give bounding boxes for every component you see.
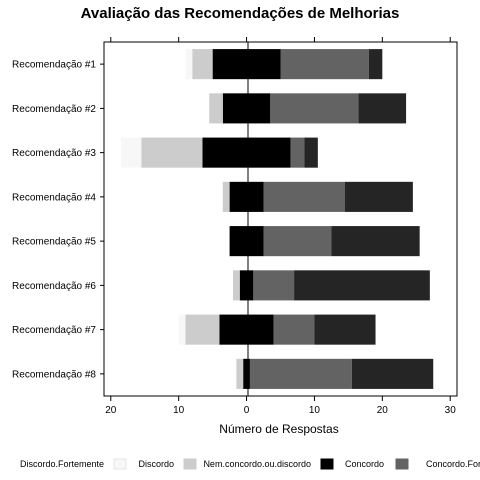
bar-discordo-7 bbox=[185, 314, 220, 345]
legend-swatch-3 bbox=[320, 458, 334, 470]
bar-nem-concordo-ou-discordo-4 bbox=[229, 181, 264, 212]
legend: Discordo.Fortemente Discordo Nem.concordo.… bbox=[20, 458, 480, 470]
bar-discordo-1 bbox=[192, 49, 213, 80]
bar-concordo-fortemente-3 bbox=[304, 137, 318, 168]
legend-label-2: Discordo bbox=[138, 459, 174, 469]
bar-discordo-fortemente-1 bbox=[185, 49, 193, 80]
bar-concordo-1 bbox=[280, 49, 369, 80]
x-axis-ticks: 20 10 0 10 20 30 bbox=[105, 37, 456, 416]
category-label-5: Recomendação #5 bbox=[12, 237, 96, 248]
category-label-6: Recomendação #6 bbox=[12, 281, 96, 292]
legend-label-1: Discordo.Fortemente bbox=[20, 459, 104, 469]
legend-swatch-2 bbox=[183, 458, 197, 470]
bar-concordo-4 bbox=[263, 181, 345, 212]
bar-nem-concordo-ou-discordo-7 bbox=[219, 314, 274, 345]
bars-group bbox=[120, 49, 434, 389]
x-tick-label-4: 20 bbox=[377, 405, 389, 416]
legend-label-4: Concordo bbox=[345, 459, 384, 469]
plot-frame bbox=[103, 41, 458, 397]
bar-nem-concordo-ou-discordo-6 bbox=[239, 270, 254, 301]
bar-nem-concordo-ou-discordo-2 bbox=[222, 93, 271, 124]
category-label-2: Recomendação #2 bbox=[12, 104, 96, 115]
bar-concordo-3 bbox=[290, 137, 305, 168]
category-label-4: Recomendação #4 bbox=[12, 192, 96, 203]
bar-concordo-6 bbox=[253, 270, 295, 301]
category-labels: Recomendação #1 Recomendação #2 Recomendaç… bbox=[12, 60, 104, 380]
bar-concordo-7 bbox=[273, 314, 315, 345]
legend-label-3: Nem.concordo.ou.discordo bbox=[203, 459, 311, 469]
bar-nem-concordo-ou-discordo-3 bbox=[202, 137, 291, 168]
bar-discordo-6 bbox=[232, 270, 240, 301]
legend-label-5: Concordo.Fortemente bbox=[426, 459, 480, 469]
bar-concordo-fortemente-5 bbox=[331, 226, 420, 257]
chart-title: Avaliação das Recomendações de Melhorias bbox=[81, 5, 400, 22]
bar-concordo-fortemente-7 bbox=[314, 314, 376, 345]
category-label-8: Recomendação #8 bbox=[12, 369, 96, 380]
bar-concordo-fortemente-8 bbox=[351, 358, 434, 389]
category-label-1: Recomendação #1 bbox=[12, 60, 96, 71]
bar-concordo-fortemente-1 bbox=[368, 49, 383, 80]
bar-nem-concordo-ou-discordo-8 bbox=[243, 358, 250, 389]
bar-concordo-2 bbox=[270, 93, 359, 124]
legend-swatch-1 bbox=[113, 458, 127, 470]
bar-discordo-2 bbox=[209, 93, 223, 124]
x-tick-label-0: 20 bbox=[105, 405, 117, 416]
bar-discordo-4 bbox=[222, 181, 230, 212]
category-label-3: Recomendação #3 bbox=[12, 148, 96, 159]
bar-nem-concordo-ou-discordo-5 bbox=[229, 226, 264, 257]
bar-concordo-fortemente-4 bbox=[344, 181, 413, 212]
bar-concordo-fortemente-6 bbox=[294, 270, 430, 301]
x-axis-title: Número de Respostas bbox=[219, 422, 338, 436]
bar-concordo-fortemente-2 bbox=[358, 93, 407, 124]
bar-concordo-5 bbox=[263, 226, 332, 257]
x-tick-label-2: 0 bbox=[244, 405, 250, 416]
bar-nem-concordo-ou-discordo-1 bbox=[212, 49, 281, 80]
bar-discordo-3 bbox=[141, 137, 203, 168]
bar-concordo-8 bbox=[249, 358, 352, 389]
legend-swatch-4 bbox=[395, 458, 409, 470]
bar-discordo-fortemente-7 bbox=[178, 314, 186, 345]
category-label-7: Recomendação #7 bbox=[12, 325, 96, 336]
x-tick-label-1: 10 bbox=[173, 405, 185, 416]
x-tick-label-3: 10 bbox=[309, 405, 321, 416]
x-tick-label-5: 30 bbox=[445, 405, 457, 416]
bar-discordo-fortemente-3 bbox=[120, 137, 142, 168]
bar-discordo-8 bbox=[236, 358, 244, 389]
